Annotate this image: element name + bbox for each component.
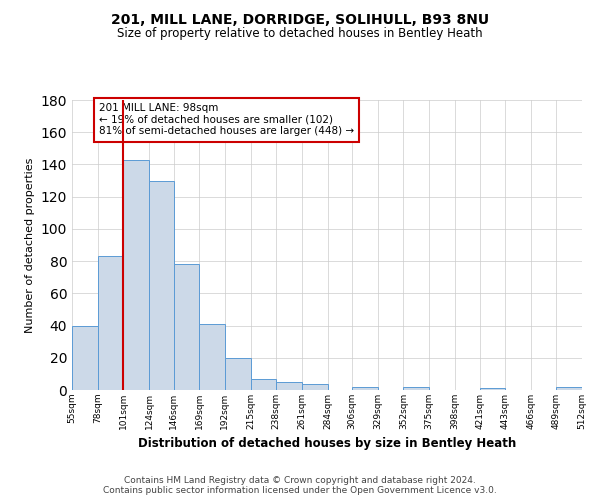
Bar [481, 388, 505, 390]
X-axis label: Distribution of detached houses by size in Bentley Heath: Distribution of detached houses by size … [138, 438, 516, 450]
Bar [251, 378, 276, 390]
Bar [149, 180, 173, 390]
Text: 201 MILL LANE: 98sqm
← 19% of detached houses are smaller (102)
81% of semi-deta: 201 MILL LANE: 98sqm ← 19% of detached h… [99, 103, 354, 136]
Bar [403, 387, 429, 390]
Bar [556, 387, 582, 390]
Bar [199, 324, 225, 390]
Bar [173, 264, 199, 390]
Text: 201, MILL LANE, DORRIDGE, SOLIHULL, B93 8NU: 201, MILL LANE, DORRIDGE, SOLIHULL, B93 … [111, 12, 489, 26]
Bar [98, 256, 124, 390]
Bar [72, 326, 98, 390]
Text: Size of property relative to detached houses in Bentley Heath: Size of property relative to detached ho… [117, 28, 483, 40]
Bar [302, 384, 328, 390]
Bar [124, 160, 149, 390]
Y-axis label: Number of detached properties: Number of detached properties [25, 158, 35, 332]
Bar [352, 387, 378, 390]
Bar [225, 358, 251, 390]
Bar [276, 382, 302, 390]
Text: Contains HM Land Registry data © Crown copyright and database right 2024.
Contai: Contains HM Land Registry data © Crown c… [103, 476, 497, 495]
